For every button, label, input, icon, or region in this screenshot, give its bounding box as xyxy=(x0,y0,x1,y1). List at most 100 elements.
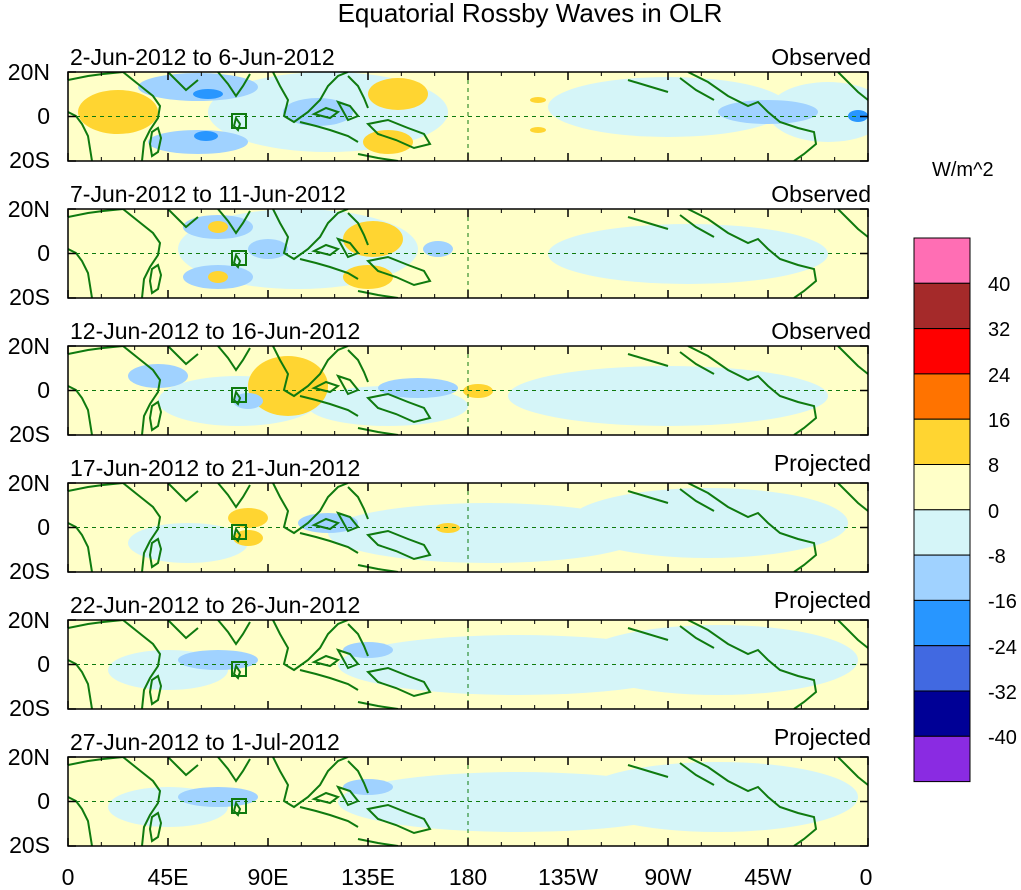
anomaly-region xyxy=(530,127,546,133)
coastline xyxy=(167,209,199,229)
anomaly-region xyxy=(343,221,403,257)
coastline xyxy=(148,674,163,706)
coastline xyxy=(837,483,868,512)
panel-2-status: Observed xyxy=(771,181,871,207)
anomaly-region-light-cyan xyxy=(328,503,648,563)
colorbar-swatch xyxy=(913,554,971,601)
coastline xyxy=(627,490,669,504)
colorbar-label: -16 xyxy=(988,591,1017,613)
coastline xyxy=(217,346,251,372)
chart-title: Equatorial Rossby Waves in OLR xyxy=(337,0,723,28)
lon-label: 90W xyxy=(644,864,692,890)
coastline xyxy=(217,620,251,646)
coastline xyxy=(627,79,669,93)
anomaly-region xyxy=(530,97,546,103)
coastline xyxy=(299,669,359,691)
lat-label-20s: 20S xyxy=(9,695,50,721)
colorbar-swatch xyxy=(913,418,971,466)
coastline xyxy=(365,118,432,150)
coastline xyxy=(347,349,369,383)
coastline xyxy=(627,353,669,367)
region-marker xyxy=(231,661,247,677)
panel-6-status: Projected xyxy=(773,724,871,750)
anomaly-region-light-cyan xyxy=(568,488,848,558)
coastline xyxy=(347,75,369,109)
colorbar-label: 16 xyxy=(988,410,1011,432)
anomaly-region xyxy=(208,271,228,283)
colorbar-swatch xyxy=(913,464,971,511)
coastline xyxy=(68,248,93,298)
colorbar-swatch xyxy=(913,509,971,556)
coastline xyxy=(217,209,251,235)
coastline xyxy=(347,623,369,657)
colorbar-swatch xyxy=(913,282,971,330)
lat-label-20n: 20N xyxy=(7,607,50,633)
lat-label-20n: 20N xyxy=(7,196,50,222)
lon-label: 0 xyxy=(61,864,75,890)
coastline xyxy=(357,153,399,161)
region-marker xyxy=(231,387,247,403)
map-panel-6 xyxy=(67,756,869,847)
coastline xyxy=(679,77,715,101)
coastline xyxy=(679,214,715,238)
coastline xyxy=(68,346,162,435)
colorbar-label: 32 xyxy=(988,319,1011,341)
coastline xyxy=(299,121,359,143)
colorbar-label: 24 xyxy=(988,365,1011,387)
map-panel-3 xyxy=(67,345,869,436)
coastline xyxy=(167,72,199,92)
panel-4-status: Projected xyxy=(773,450,871,476)
coastline xyxy=(68,483,162,572)
panel-1-date-range: 2-Jun-2012 to 6-Jun-2012 xyxy=(70,44,335,70)
region-marker xyxy=(231,113,247,129)
lat-label-20s: 20S xyxy=(9,421,50,447)
coastline xyxy=(167,757,199,777)
coastline xyxy=(68,209,162,298)
coastline xyxy=(148,263,163,295)
anomaly-region-light-cyan xyxy=(548,77,788,137)
panel-1-status: Observed xyxy=(771,44,871,70)
coastline xyxy=(68,72,162,161)
coastline xyxy=(167,483,199,503)
coastline xyxy=(627,627,669,641)
anomaly-region xyxy=(423,241,453,257)
anomaly-region-light-cyan xyxy=(128,523,248,563)
panel-3-status: Observed xyxy=(771,318,871,344)
lat-label-eq: 0 xyxy=(37,514,50,540)
coastline xyxy=(679,351,715,375)
anomaly-region xyxy=(248,356,328,416)
anomaly-region xyxy=(78,90,158,134)
panel-3-date-range: 12-Jun-2012 to 16-Jun-2012 xyxy=(70,318,361,344)
colorbar-swatch xyxy=(913,645,971,692)
coastline xyxy=(837,209,868,238)
lon-label: 90E xyxy=(247,864,289,890)
colorbar-swatch xyxy=(913,328,971,375)
coastline xyxy=(679,625,715,649)
lat-label-eq: 0 xyxy=(37,651,50,677)
coastline xyxy=(232,663,242,680)
coastline xyxy=(837,72,868,101)
panel-5-status: Projected xyxy=(773,587,871,613)
lon-label: 180 xyxy=(448,864,488,890)
coastline xyxy=(299,532,359,554)
coastline xyxy=(68,659,93,709)
colorbar-label: 40 xyxy=(988,274,1011,296)
region-marker xyxy=(231,250,247,266)
lon-label: 135W xyxy=(537,864,599,890)
coastline xyxy=(357,427,399,435)
map-panel-4 xyxy=(67,482,869,573)
colorbar-label: 8 xyxy=(988,455,1000,477)
colorbar-label: -8 xyxy=(988,546,1006,568)
lon-label: 0 xyxy=(859,864,873,890)
coastline xyxy=(627,216,669,230)
anomaly-region xyxy=(248,239,288,259)
lat-label-eq: 0 xyxy=(37,103,50,129)
coastline xyxy=(347,760,369,794)
panel-2-date-range: 7-Jun-2012 to 11-Jun-2012 xyxy=(70,181,346,207)
coastline xyxy=(148,811,163,843)
anomaly-region xyxy=(194,131,218,141)
anomaly-region xyxy=(343,265,393,289)
colorbar xyxy=(913,237,971,783)
coastline xyxy=(357,838,399,846)
